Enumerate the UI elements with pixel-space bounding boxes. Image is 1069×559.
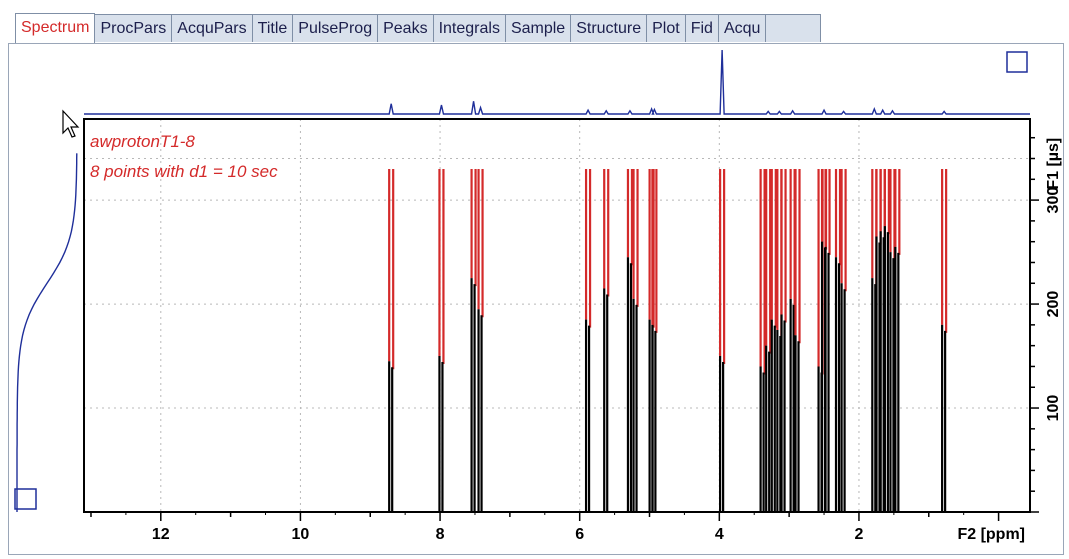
black-trace bbox=[889, 252, 895, 512]
tab-peaks[interactable]: Peaks bbox=[377, 14, 434, 42]
tab-bar-spacer bbox=[765, 14, 822, 42]
annotation-line-1: awprotonT1-8 bbox=[90, 132, 195, 151]
black-trace bbox=[651, 324, 657, 512]
spectrum-panel bbox=[8, 43, 1064, 555]
black-trace bbox=[584, 319, 591, 512]
x-tick-label: 10 bbox=[292, 526, 310, 543]
tab-procpars[interactable]: ProcPars bbox=[94, 14, 173, 42]
x-tick-label: 4 bbox=[715, 526, 724, 543]
black-trace bbox=[883, 226, 889, 512]
red-trace bbox=[894, 169, 901, 255]
red-trace bbox=[470, 169, 477, 287]
red-trace bbox=[632, 169, 639, 307]
red-trace bbox=[626, 169, 634, 266]
red-trace bbox=[789, 169, 796, 307]
red-trace bbox=[780, 169, 787, 323]
f2-projection bbox=[84, 49, 1030, 115]
black-trace bbox=[470, 278, 476, 512]
plot-frame bbox=[83, 118, 1031, 513]
x-tick-label: 12 bbox=[152, 526, 170, 543]
black-trace bbox=[776, 330, 782, 512]
black-trace bbox=[438, 356, 444, 512]
black-trace bbox=[879, 231, 885, 512]
red-trace bbox=[651, 169, 658, 333]
tab-structure[interactable]: Structure bbox=[570, 14, 648, 42]
black-trace bbox=[824, 246, 830, 512]
f1-projection-trace bbox=[16, 153, 78, 512]
black-trace bbox=[603, 288, 609, 512]
black-trace bbox=[632, 298, 638, 512]
red-trace bbox=[941, 169, 948, 333]
red-trace bbox=[765, 169, 772, 354]
red-trace bbox=[477, 169, 484, 318]
y-tick-label: 200 bbox=[1045, 291, 1062, 318]
black-trace bbox=[789, 298, 795, 512]
red-trace bbox=[840, 169, 847, 292]
black-trace bbox=[388, 361, 394, 512]
black-trace bbox=[941, 324, 947, 512]
tab-bar: Spectrum ProcPars AcquPars Title PulseProg Pe… bbox=[15, 13, 822, 43]
x-axis: 12 10 8 6 4 2 F2 [ppm] bbox=[90, 512, 1025, 543]
annotation-line-2: 8 points with d1 = 10 sec bbox=[90, 162, 278, 181]
black-trace bbox=[759, 366, 765, 512]
red-trace bbox=[719, 169, 726, 365]
square-outline-icon[interactable] bbox=[1006, 51, 1028, 73]
f1-projection bbox=[16, 153, 78, 512]
x-tick-label: 8 bbox=[436, 526, 445, 543]
square-outline-icon[interactable] bbox=[14, 488, 37, 510]
black-trace bbox=[894, 246, 900, 512]
black-trace bbox=[765, 345, 771, 512]
black-trace bbox=[780, 314, 786, 512]
black-trace bbox=[770, 319, 776, 512]
tab-sample[interactable]: Sample bbox=[504, 14, 572, 42]
red-trace bbox=[889, 169, 896, 261]
red-trace bbox=[603, 169, 610, 297]
y-tick-label: 300 bbox=[1045, 187, 1062, 214]
y-axis-label: F1 [µs] bbox=[1045, 138, 1062, 190]
red-trace bbox=[648, 169, 655, 328]
red-trace bbox=[883, 169, 890, 235]
tab-pulseprog[interactable]: PulseProg bbox=[292, 14, 379, 42]
red-trace bbox=[794, 169, 801, 344]
black-trace bbox=[840, 283, 846, 512]
black-trace bbox=[477, 309, 483, 512]
red-trace bbox=[584, 169, 592, 328]
tab-acqu[interactable]: Acqu bbox=[717, 14, 767, 42]
red-trace bbox=[834, 169, 842, 266]
tab-integrals[interactable]: Integrals bbox=[432, 14, 506, 42]
mouse-pointer-icon bbox=[62, 109, 80, 138]
red-trace bbox=[824, 169, 831, 255]
grid-lines bbox=[84, 119, 1030, 512]
x-tick-label: 2 bbox=[854, 526, 863, 543]
black-trace bbox=[626, 257, 633, 512]
tab-spectrum[interactable]: Spectrum bbox=[15, 13, 96, 43]
f2-projection-trace bbox=[84, 49, 1030, 115]
x-axis-label: F2 [ppm] bbox=[957, 526, 1025, 543]
x-tick-label: 6 bbox=[575, 526, 584, 543]
tab-plot[interactable]: Plot bbox=[646, 14, 686, 42]
black-trace bbox=[871, 278, 877, 512]
tab-acqupars[interactable]: AcquPars bbox=[171, 14, 253, 42]
red-trace bbox=[388, 169, 395, 370]
black-trace bbox=[875, 236, 881, 512]
tab-title[interactable]: Title bbox=[251, 14, 294, 42]
black-trace bbox=[794, 335, 800, 512]
red-trace bbox=[770, 169, 777, 328]
relaxation-traces bbox=[388, 169, 948, 512]
black-trace bbox=[834, 257, 841, 512]
red-trace bbox=[438, 169, 445, 365]
black-trace bbox=[719, 356, 725, 512]
y-tick-label: 100 bbox=[1045, 395, 1062, 422]
red-trace bbox=[759, 169, 766, 375]
